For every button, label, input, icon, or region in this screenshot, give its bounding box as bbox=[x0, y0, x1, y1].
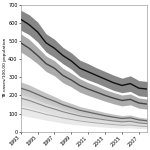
Y-axis label: TB cases/100,00 population: TB cases/100,00 population bbox=[3, 38, 7, 98]
